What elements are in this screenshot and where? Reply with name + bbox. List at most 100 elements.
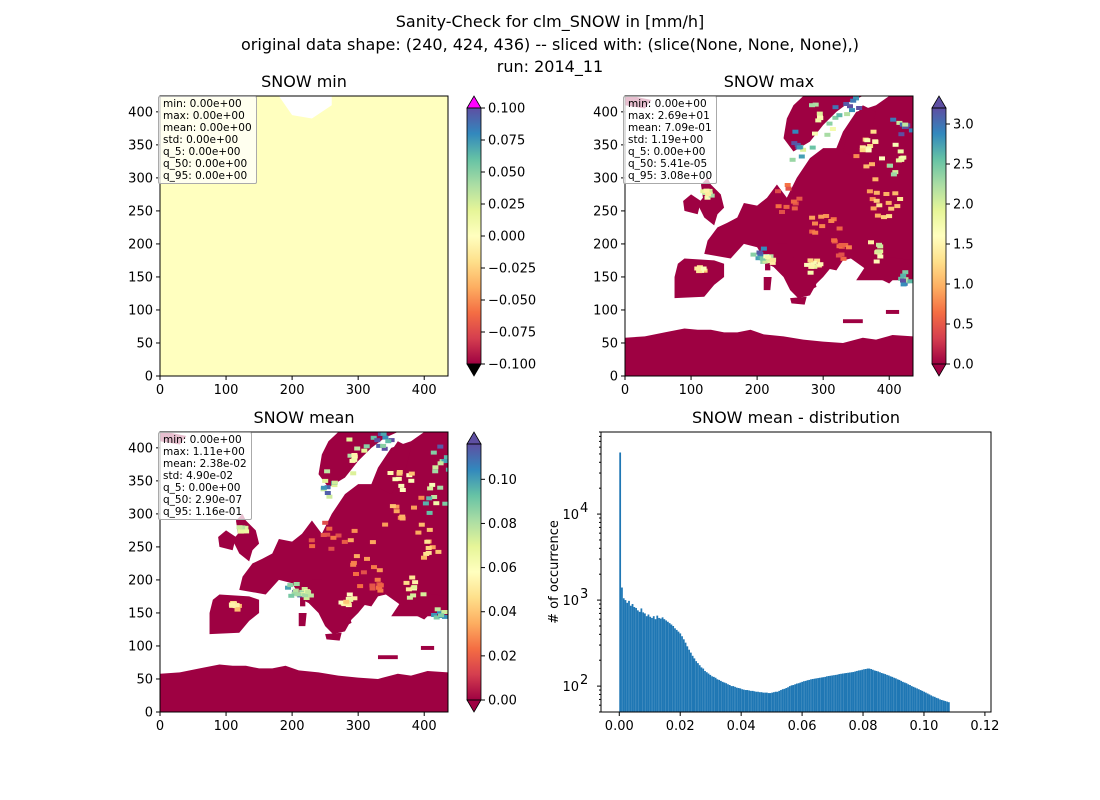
histogram-bar <box>647 614 650 712</box>
histogram-bar <box>946 701 948 712</box>
figure-title-line-1: Sanity-Check for clm_SNOW in [mm/h] <box>395 12 705 31</box>
colorbar-gradient <box>932 108 946 364</box>
snow-cell <box>347 538 354 543</box>
histogram-bar <box>642 612 645 712</box>
snow-cell <box>804 262 811 267</box>
snow-cell <box>897 149 904 154</box>
histogram-bar <box>856 670 858 712</box>
land-scandinavia <box>318 432 398 488</box>
axes-frame <box>159 431 449 713</box>
snow-cell <box>369 583 376 588</box>
colorbar-gradient <box>467 108 481 364</box>
snow-cell <box>308 538 315 543</box>
histogram-bar <box>840 673 842 712</box>
snow-cell <box>836 226 843 231</box>
snow-cell <box>243 529 250 534</box>
snow-cell <box>759 256 766 261</box>
snow-cell <box>818 214 825 219</box>
histogram-bar <box>725 683 728 712</box>
stats-line: q_5: 0.00e+00 <box>163 146 241 158</box>
histogram-bar <box>732 686 735 712</box>
colorbar-extend-max <box>931 95 947 109</box>
histogram-bar <box>741 689 743 712</box>
histogram-bar <box>737 688 740 712</box>
y-tick-exponent: 3 <box>580 587 588 602</box>
histogram-bar <box>868 668 871 712</box>
histogram-bar <box>769 693 772 712</box>
snow-cell <box>450 454 456 458</box>
colorbar-extend-min <box>466 699 482 713</box>
histogram-bar <box>659 618 662 712</box>
colorbar-tick-label: 0.000 <box>488 230 525 245</box>
snow-cell <box>353 572 359 576</box>
histogram-bar <box>757 691 759 712</box>
snow-cell <box>838 243 845 247</box>
histogram-bar <box>849 672 851 712</box>
histogram-bar <box>877 671 880 712</box>
histogram-bar <box>675 629 678 712</box>
snow-cell <box>418 495 425 500</box>
snow-cell <box>357 584 364 589</box>
snow-cell <box>769 260 776 265</box>
histogram-bar <box>843 673 846 712</box>
histogram-bar <box>916 688 918 712</box>
histogram-bar <box>810 679 812 712</box>
snow-cell <box>807 270 814 275</box>
snow-cell <box>442 614 448 619</box>
snow-cell <box>887 163 893 168</box>
histogram-bar <box>762 692 765 712</box>
histogram-bar <box>702 668 705 712</box>
y-tick-label: 300 <box>128 507 153 522</box>
snow-cell <box>890 172 897 177</box>
histogram-bar <box>776 691 779 712</box>
y-tick-label: 250 <box>593 204 618 219</box>
snow-cell <box>376 443 383 448</box>
y-tick-label: 300 <box>593 171 618 186</box>
stats-line: min: 0.00e+00 <box>163 98 242 110</box>
snow-cell <box>335 533 342 538</box>
histogram-bar <box>914 687 917 712</box>
snow-cell <box>301 587 308 591</box>
histogram-bar <box>811 678 814 712</box>
heatmap-panel: 0 100 200 300 400 0 50 100 150 200 250 300 350 400 0.0… <box>128 431 517 734</box>
snow-cell <box>330 535 337 540</box>
histogram-bar <box>728 685 731 712</box>
snow-cell <box>324 485 331 490</box>
histogram-bar <box>841 673 844 712</box>
snow-cell <box>872 177 879 182</box>
snow-cell <box>879 156 885 161</box>
histogram-bar <box>764 692 766 712</box>
snow-cell <box>411 505 417 510</box>
histogram-bar <box>638 611 641 712</box>
snow-cell <box>408 478 415 483</box>
histogram-bar <box>758 692 761 712</box>
histogram-bar <box>760 692 763 712</box>
land-finland <box>377 441 412 495</box>
histogram-bar <box>720 680 722 712</box>
snow-cell <box>285 585 291 590</box>
snow-cell <box>421 555 427 560</box>
histogram-bar <box>765 692 768 712</box>
snow-cell <box>389 504 396 509</box>
stats-box-snow-max: min: 0.00e+00 max: 2.69e+01 mean: 7.09e-… <box>623 96 718 184</box>
histogram-bar <box>879 672 881 712</box>
x-tick-label: 0.00 <box>605 719 634 734</box>
histogram-bar <box>838 674 841 712</box>
snow-cell <box>445 610 448 614</box>
stats-line: min: 0.00e+00 <box>163 434 242 446</box>
snow-cell <box>750 252 757 257</box>
snow-cell <box>441 610 448 614</box>
y-tick-label: 10 <box>562 508 579 523</box>
snow-cell <box>894 204 901 209</box>
colorbar-tick-label: −0.050 <box>488 294 536 309</box>
snow-cell <box>907 279 913 284</box>
x-tick-label: 200 <box>280 383 305 398</box>
snow-cell <box>708 193 715 198</box>
y-tick-label: 10 <box>562 594 579 609</box>
colorbar-extend-min <box>931 363 947 377</box>
snow-cell <box>847 104 853 109</box>
stats-box-snow-min: min: 0.00e+00 max: 0.00e+00 mean: 0.00e+… <box>158 96 257 184</box>
snow-cell <box>783 204 790 209</box>
histogram-bar <box>870 669 872 712</box>
histogram-bar <box>796 683 798 712</box>
